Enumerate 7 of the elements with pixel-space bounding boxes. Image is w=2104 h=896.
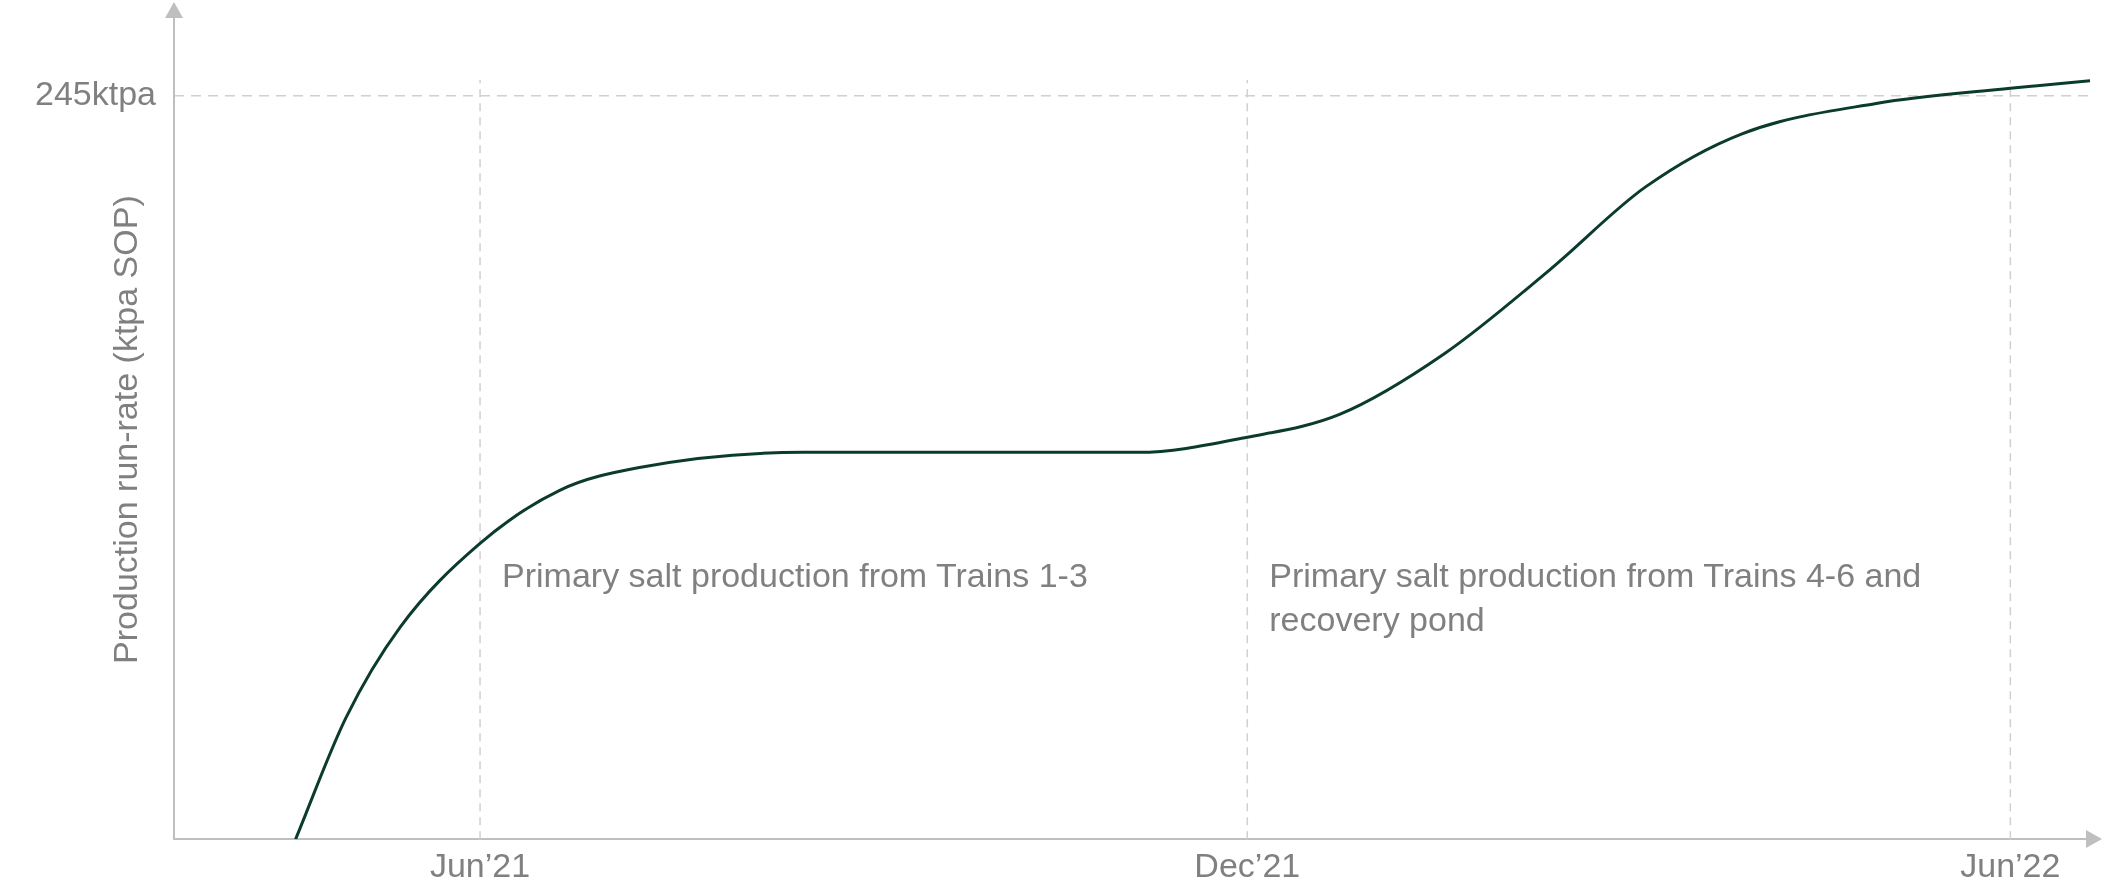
x-tick-label: Jun’21 <box>429 845 531 884</box>
x-tick-label: Dec’21 <box>1194 845 1301 884</box>
ref-line-label: 245ktpa <box>35 74 157 113</box>
annotation: Primary salt production from Trains 1-3 <box>502 556 1088 595</box>
y-axis-title: Production run-rate (ktpa SOP) <box>106 195 145 664</box>
x-tick-label: Jun’22 <box>1960 845 2061 884</box>
annotation: Primary salt production from Trains 4-6 and recovery pond <box>1269 556 1922 639</box>
